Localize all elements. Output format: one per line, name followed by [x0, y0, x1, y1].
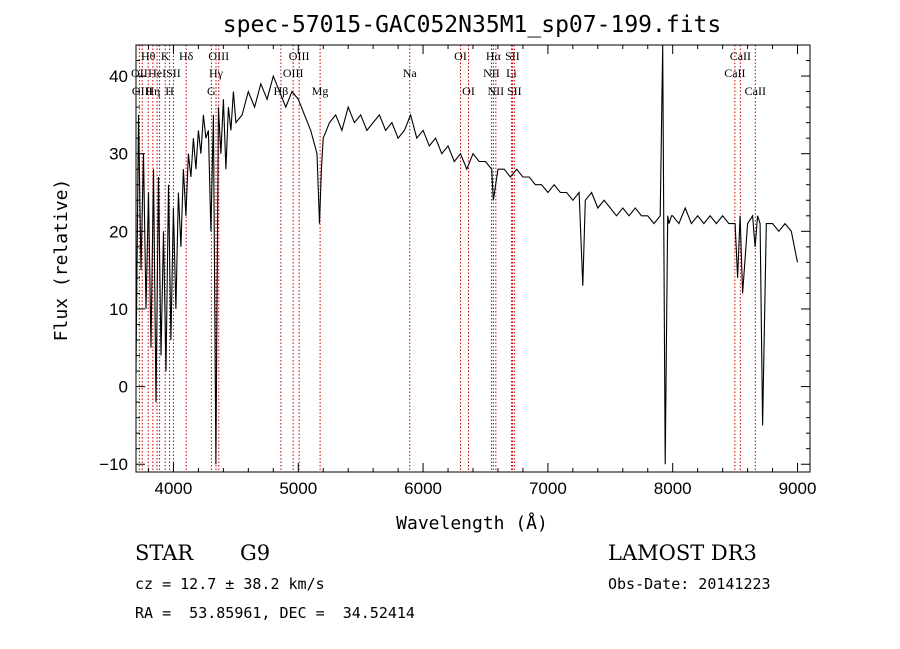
x-tick-label: 6000 [404, 479, 442, 498]
emission-line-label: Hβ [274, 84, 289, 98]
chart-title: spec-57015-GAC052N35M1_sp07-199.fits [223, 12, 722, 38]
emission-line-label: Na [403, 66, 418, 80]
emission-line-label: H [165, 84, 174, 98]
emission-line-label: CaII [745, 84, 766, 98]
x-tick-label: 5000 [279, 479, 317, 498]
y-axis-label: Flux (relative) [51, 179, 72, 342]
y-axis-ticks: −10 0 10 20 30 40 [99, 60, 810, 474]
emission-line-label: CaII [730, 49, 751, 63]
y-tick-label: −10 [99, 455, 128, 474]
observation-date: Obs-Date: 20141223 [608, 575, 771, 593]
emission-line-label: SII [507, 84, 522, 98]
y-tick-label: 30 [109, 145, 128, 164]
emission-line-label: OIII [283, 66, 304, 80]
emission-line-label: Hθ [141, 49, 156, 63]
emission-line-label: OII [131, 66, 148, 80]
y-tick-label: 40 [109, 67, 128, 86]
survey-name: LAMOST DR3 [608, 541, 757, 565]
emission-line-label: K [161, 49, 170, 63]
emission-line-label: OIII [208, 49, 229, 63]
x-tick-label: 8000 [654, 479, 692, 498]
x-tick-label: 7000 [529, 479, 567, 498]
y-tick-label: 20 [109, 222, 128, 241]
emission-line-label: OIII [289, 49, 310, 63]
emission-line-label: CaII [724, 66, 745, 80]
object-class: STAR [135, 541, 194, 565]
emission-line-label: OI [454, 49, 467, 63]
emission-line-label: HeI [148, 66, 166, 80]
y-tick-label: 10 [109, 300, 128, 319]
emission-line-labels: OII OIII Hθ Hη HeI K H SII Hδ G Hγ OIII Hβ OIII OIII Mg… [131, 49, 766, 98]
redshift-readout: cz = 12.7 ± 38.2 km/s [135, 575, 325, 593]
emission-line-label: NII [488, 84, 505, 98]
plot-frame [135, 44, 811, 473]
emission-line-label: Hγ [209, 66, 224, 80]
x-axis-label: Wavelength (Å) [396, 512, 548, 534]
y-tick-label: 0 [119, 378, 128, 397]
spectrum-series-line [135, 44, 799, 465]
emission-line-label: OIII [132, 84, 153, 98]
emission-line-label: Mg [312, 84, 329, 98]
emission-line-label: SII [505, 49, 520, 63]
emission-line-label: Hα [486, 49, 502, 63]
x-axis-ticks: 4000 5000 6000 7000 8000 9000 [147, 45, 817, 498]
emission-line-label: OI [462, 84, 475, 98]
emission-line-label: Li [506, 66, 517, 80]
spectral-subclass: G9 [240, 541, 271, 565]
emission-line-label: SII [166, 66, 181, 80]
sky-coordinates: RA = 53.85961, DEC = 34.52414 [135, 604, 415, 622]
x-tick-label: 4000 [155, 479, 193, 498]
x-tick-label: 9000 [779, 479, 817, 498]
emission-line-label: Hη [145, 84, 160, 98]
emission-line-label: Hδ [179, 49, 194, 63]
emission-line-label: NII [483, 66, 500, 80]
emission-line-label: G [207, 84, 216, 98]
